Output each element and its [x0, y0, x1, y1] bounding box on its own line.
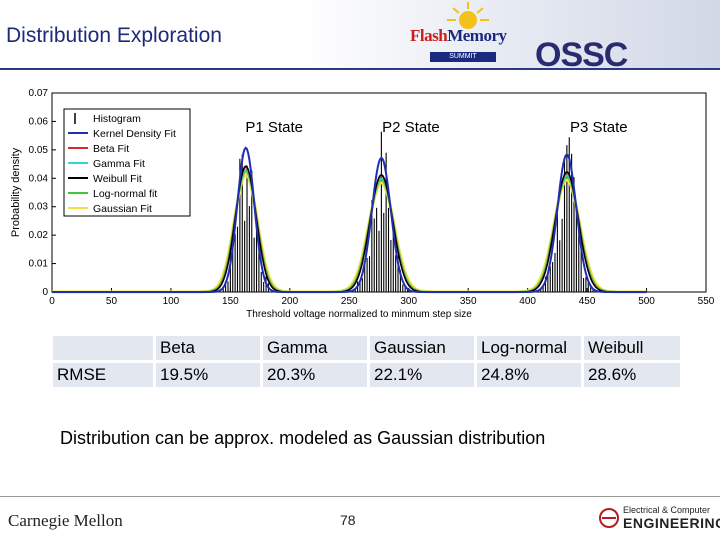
- rmse-table: Beta Gamma Gaussian Log-normal Weibull R…: [50, 333, 683, 390]
- header-banner: [300, 0, 720, 68]
- x-tick-label: 150: [222, 296, 239, 307]
- y-tick-label: 0.04: [29, 173, 49, 184]
- header-beta: Beta: [156, 336, 260, 360]
- summary-text: Distribution can be approx. modeled as G…: [60, 428, 546, 448]
- x-tick-label: 550: [698, 296, 715, 307]
- x-axis-label: Threshold voltage normalized to minmum s…: [246, 309, 472, 320]
- value-beta: 19.5%: [156, 363, 260, 387]
- x-tick-label: 50: [106, 296, 118, 307]
- legend-label: Gamma Fit: [93, 158, 145, 170]
- legend-label: Log-normal fit: [93, 188, 157, 200]
- y-tick-label: 0.01: [29, 259, 49, 270]
- ece-emblem-icon: [599, 508, 619, 528]
- state-label: P1 State: [245, 119, 303, 136]
- x-tick-label: 350: [460, 296, 477, 307]
- fit-curve-kernel-density-fit: [52, 146, 647, 293]
- legend-label: Kernel Density Fit: [93, 128, 176, 140]
- summit-badge: SUMMIT: [430, 52, 496, 62]
- y-tick-label: 0.05: [29, 145, 49, 156]
- ece-line2: ENGINEERING: [623, 515, 720, 531]
- x-tick-label: 250: [341, 296, 358, 307]
- distribution-chart: 0 0.01 0.02 0.03 0.04 0.05 0.06 0.07 0 50 100 150 20…: [10, 88, 715, 320]
- header-lognormal: Log-normal: [477, 336, 581, 360]
- x-tick-label: 450: [579, 296, 596, 307]
- y-tick-label: 0.03: [29, 202, 49, 213]
- x-tick-label: 500: [638, 296, 655, 307]
- ece-line1: Electrical & Computer: [623, 505, 711, 515]
- y-tick-label: 0.02: [29, 230, 49, 241]
- legend-label: Weibull Fit: [93, 173, 142, 185]
- y-tick-label: 0: [42, 287, 48, 298]
- value-gamma: 20.3%: [263, 363, 367, 387]
- legend-label: Histogram: [93, 113, 141, 125]
- row-label-rmse: RMSE: [53, 363, 153, 387]
- value-weibull: 28.6%: [584, 363, 680, 387]
- x-tick-label: 0: [49, 296, 55, 307]
- x-tick-label: 100: [163, 296, 180, 307]
- header-gamma: Gamma: [263, 336, 367, 360]
- flash-memory-logo: FlashMemory: [410, 26, 507, 45]
- x-tick-label: 300: [400, 296, 417, 307]
- y-tick-label: 0.06: [29, 116, 49, 127]
- state-label: P3 State: [570, 119, 628, 136]
- header-gaussian: Gaussian: [370, 336, 474, 360]
- state-label: P2 State: [382, 119, 440, 136]
- footer-divider: [0, 496, 720, 497]
- y-tick-label: 0.07: [29, 88, 49, 99]
- sun-logo-icon: [447, 2, 489, 29]
- header-weibull: Weibull: [584, 336, 680, 360]
- title-divider: [0, 68, 720, 70]
- value-lognormal: 24.8%: [477, 363, 581, 387]
- legend-label: Gaussian Fit: [93, 203, 152, 215]
- value-gaussian: 22.1%: [370, 363, 474, 387]
- slide-title: Distribution Exploration: [6, 24, 222, 47]
- x-tick-label: 400: [519, 296, 536, 307]
- ece-logo: Electrical & Computer ENGINEERING: [598, 505, 720, 531]
- table-header-row: Beta Gamma Gaussian Log-normal Weibull: [53, 336, 680, 360]
- page-number: 78: [340, 512, 356, 528]
- ossc-logo: OSSC: [535, 36, 628, 74]
- y-axis-label: Probability density: [10, 147, 22, 237]
- x-tick-label: 200: [281, 296, 298, 307]
- legend-label: Beta Fit: [93, 143, 129, 155]
- table-corner-cell: [53, 336, 153, 360]
- table-row: RMSE 19.5% 20.3% 22.1% 24.8% 28.6%: [53, 363, 680, 387]
- carnegie-mellon-logo: Carnegie Mellon: [8, 511, 123, 530]
